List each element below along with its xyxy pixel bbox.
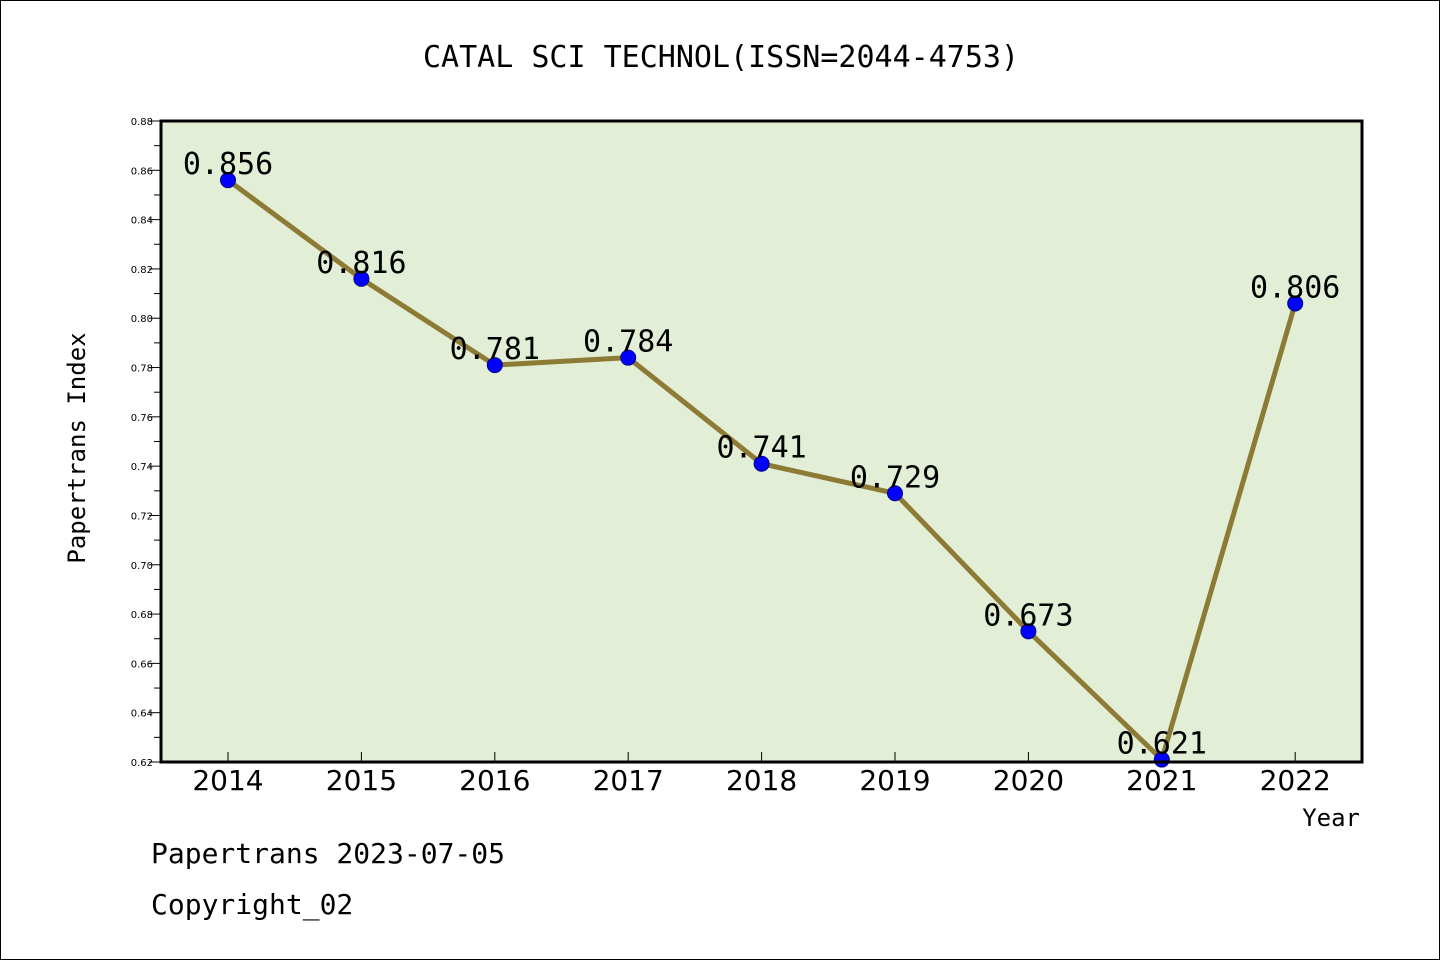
- data-label: 0.806: [1250, 270, 1340, 305]
- x-axis-label: Year: [1302, 804, 1360, 832]
- data-label: 0.673: [983, 598, 1073, 633]
- x-tick-label: 2017: [593, 764, 664, 797]
- data-point: [753, 455, 770, 472]
- data-label: 0.621: [1117, 727, 1207, 762]
- data-label: 0.741: [716, 431, 806, 466]
- y-tick-label: 0.72: [131, 511, 153, 522]
- x-axis: 2014 2015 2016 2017 2018 2019 2020 2021 2022: [192, 752, 1331, 797]
- y-tick-label: 0.76: [131, 413, 153, 424]
- y-tick-label: 0.62: [131, 758, 153, 769]
- y-tick-label: 0.84: [131, 216, 153, 227]
- data-point: [620, 349, 637, 366]
- x-tick-label: 2019: [859, 764, 930, 797]
- footer-date: Papertrans 2023-07-05: [151, 837, 505, 870]
- data-label: 0.729: [850, 460, 940, 495]
- y-tick-label: 0.70: [131, 561, 153, 572]
- x-tick-label: 2015: [326, 764, 397, 797]
- plot-border: [159, 119, 1364, 764]
- y-tick-label: 0.82: [131, 265, 153, 276]
- y-tick-label: 0.68: [131, 610, 153, 621]
- y-axis-label: Papertrans Index: [63, 332, 91, 563]
- data-point: [220, 172, 236, 189]
- y-tick-label: 0.86: [131, 166, 153, 177]
- chart-title: CATAL SCI TECHNOL(ISSN=2044-4753): [423, 40, 1019, 75]
- data-point: [1020, 623, 1037, 640]
- data-points: [220, 172, 1304, 768]
- y-axis: 0.62 0.64 0.66 0.68 0.70 0.72 0.74 0.76 0.78 0.80…: [131, 117, 161, 769]
- data-label: 0.784: [583, 325, 673, 360]
- x-tick-label: 2020: [993, 764, 1064, 797]
- x-tick-label: 2022: [1260, 764, 1331, 797]
- y-tick-label: 0.74: [131, 462, 153, 473]
- y-tick-label: 0.80: [131, 314, 153, 325]
- data-labels: 0.856 0.816 0.781 0.784 0.741 0.729 0.673 0.621…: [183, 147, 1341, 761]
- data-point: [887, 485, 903, 502]
- plot-area: [161, 121, 1362, 762]
- data-label: 0.781: [450, 332, 540, 367]
- data-point: [353, 270, 370, 287]
- y-tick-label: 0.78: [131, 364, 153, 375]
- x-tick-label: 2014: [192, 764, 263, 797]
- x-tick-label: 2021: [1126, 764, 1197, 797]
- data-point: [486, 357, 503, 374]
- y-tick-label: 0.66: [131, 659, 153, 670]
- data-label: 0.816: [316, 246, 406, 281]
- y-tick-label: 0.88: [131, 117, 153, 128]
- y-tick-label: 0.64: [131, 709, 153, 720]
- data-label: 0.856: [183, 147, 273, 182]
- data-point: [1287, 295, 1304, 312]
- x-tick-label: 2018: [726, 764, 797, 797]
- footer-copyright: Copyright_02: [151, 888, 353, 922]
- x-tick-label: 2016: [459, 764, 530, 797]
